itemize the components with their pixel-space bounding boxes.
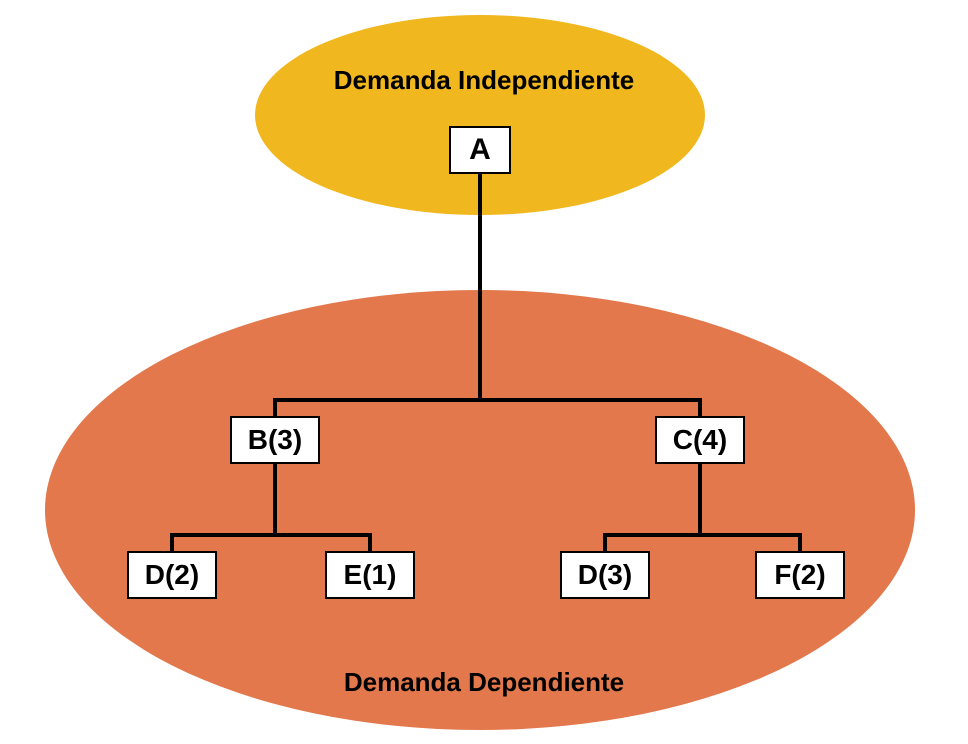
node-f: F(2) (755, 551, 845, 599)
independent-demand-ellipse (255, 15, 705, 215)
node-d2: D(3) (560, 551, 650, 599)
diagram-stage: Demanda Independiente A B(3) C(4) D(2) E… (0, 0, 968, 744)
independent-demand-label: Demanda Independiente (0, 65, 968, 96)
node-c: C(4) (655, 416, 745, 464)
node-e: E(1) (325, 551, 415, 599)
node-d1: D(2) (127, 551, 217, 599)
node-b: B(3) (230, 416, 320, 464)
dependent-demand-ellipse (45, 290, 915, 730)
dependent-demand-label: Demanda Dependiente (0, 667, 968, 698)
node-a: A (449, 126, 511, 174)
